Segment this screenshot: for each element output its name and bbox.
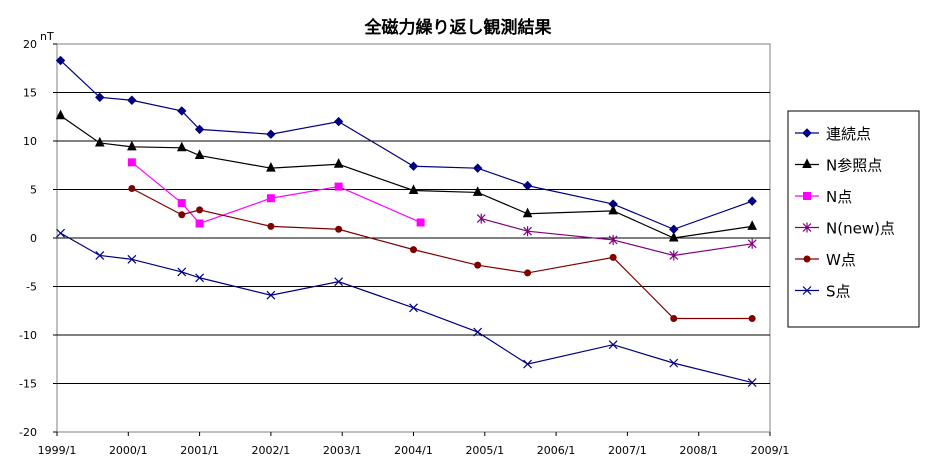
- data-point: [196, 206, 204, 214]
- data-point: [266, 162, 276, 172]
- data-point: [127, 140, 137, 151]
- y-tick-label: 5: [30, 184, 37, 197]
- data-point: [472, 186, 483, 196]
- y-unit-label: nT: [40, 30, 54, 43]
- legend-label: N参照点: [826, 157, 882, 175]
- legend-marker: [803, 192, 811, 200]
- x-tick-label: 2000/1: [109, 444, 148, 457]
- legend-marker: [802, 222, 812, 233]
- data-point: [333, 158, 344, 168]
- legend-marker: [802, 128, 812, 138]
- data-point: [95, 251, 105, 260]
- data-point: [128, 185, 136, 193]
- x-tick-label: 2009/1: [751, 444, 790, 457]
- data-point: [334, 277, 344, 287]
- x-tick-label: 2002/1: [252, 444, 291, 457]
- data-point: [194, 149, 205, 160]
- data-point: [194, 124, 205, 135]
- data-point: [95, 92, 105, 103]
- x-tick-label: 2005/1: [465, 444, 504, 457]
- data-point: [177, 106, 187, 116]
- data-point: [55, 55, 66, 66]
- data-point: [195, 219, 204, 228]
- y-tick-label: -5: [26, 281, 37, 294]
- data-point: [334, 182, 343, 191]
- data-point: [747, 196, 757, 206]
- data-point: [523, 359, 533, 369]
- data-point: [523, 226, 533, 237]
- data-point: [473, 327, 483, 337]
- data-point: [333, 116, 344, 127]
- data-point: [177, 267, 187, 277]
- x-tick-label: 1999/1: [38, 444, 77, 457]
- data-point: [524, 269, 532, 277]
- data-point: [266, 194, 275, 203]
- data-point: [410, 246, 417, 254]
- data-point: [747, 238, 757, 249]
- y-tick-label: 10: [23, 135, 37, 148]
- y-tick-label: -20: [19, 426, 37, 439]
- data-point: [522, 180, 533, 191]
- x-tick-label: 2003/1: [323, 444, 362, 457]
- legend-marker: [802, 286, 812, 295]
- legend-marker: [802, 158, 812, 168]
- data-point: [747, 378, 757, 387]
- data-point: [267, 222, 275, 230]
- data-point: [474, 261, 482, 269]
- legend-label: S点: [826, 283, 851, 301]
- y-tick-label: -15: [19, 378, 37, 391]
- data-point: [94, 136, 105, 147]
- data-point: [609, 253, 617, 261]
- data-point: [408, 184, 419, 194]
- data-point: [476, 213, 486, 224]
- data-point: [127, 158, 136, 167]
- data-point: [670, 315, 678, 323]
- data-point: [127, 254, 137, 264]
- y-tick-label: 20: [23, 38, 37, 51]
- data-point: [747, 220, 757, 230]
- data-point: [522, 207, 533, 218]
- y-tick-label: 15: [23, 87, 37, 100]
- x-tick-label: 2006/1: [537, 444, 576, 457]
- data-point: [608, 340, 618, 350]
- data-point: [178, 211, 186, 219]
- data-point: [177, 199, 186, 208]
- legend-label: 連続点: [826, 125, 871, 143]
- legend: 連続点 N参照点 N点 N(new)点 W点 S点: [787, 110, 920, 328]
- legend-label: N(new)点: [826, 220, 895, 238]
- data-point: [195, 273, 205, 283]
- data-point: [335, 225, 343, 233]
- x-tick-label: 2004/1: [394, 444, 433, 457]
- data-point: [56, 228, 65, 238]
- x-tick-label: 2007/1: [608, 444, 647, 457]
- data-point: [55, 109, 66, 120]
- data-point: [408, 161, 419, 171]
- data-point: [266, 290, 276, 300]
- data-point: [608, 234, 618, 245]
- data-point: [748, 315, 756, 323]
- x-tick-label: 2001/1: [180, 444, 219, 457]
- data-point: [608, 204, 618, 215]
- series-line-3: [131, 161, 421, 225]
- legend-label: N点: [826, 188, 852, 206]
- y-tick-label: 0: [30, 232, 37, 245]
- data-point: [266, 129, 276, 139]
- chart-title: 全磁力繰り返し観測結果: [364, 17, 552, 38]
- y-tick-label: -10: [19, 329, 37, 342]
- data-point: [472, 163, 483, 173]
- data-point: [416, 218, 425, 227]
- x-tick-label: 2008/1: [679, 444, 718, 457]
- legend-marker: [803, 255, 811, 263]
- data-point: [669, 358, 679, 368]
- data-point: [409, 303, 418, 313]
- data-point: [176, 141, 187, 152]
- data-point: [669, 250, 679, 261]
- data-point: [668, 231, 679, 242]
- data-point: [127, 95, 137, 105]
- legend-label: W点: [826, 251, 856, 269]
